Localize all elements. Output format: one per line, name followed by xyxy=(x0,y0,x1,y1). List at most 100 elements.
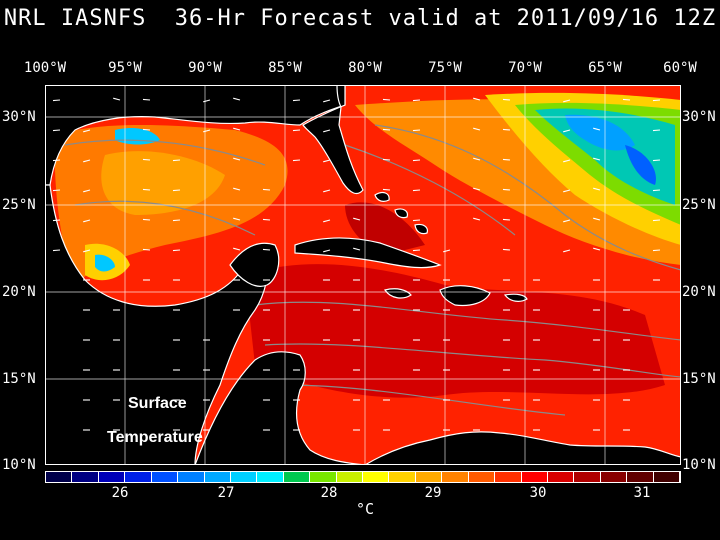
florida-land xyxy=(302,85,364,195)
wind-arrow xyxy=(652,99,661,102)
wind-arrow xyxy=(172,219,181,222)
lat-label: 15°N xyxy=(682,371,716,387)
wind-arrow xyxy=(233,217,241,221)
wind-arrow xyxy=(412,99,421,102)
wind-arrow xyxy=(52,99,61,102)
lat-label: 20°N xyxy=(2,284,36,300)
wind-arrow xyxy=(443,249,451,253)
wind-arrow xyxy=(52,129,61,132)
colorbar-swatch xyxy=(178,472,205,482)
wind-arrow xyxy=(52,249,61,252)
colorbar-swatch xyxy=(468,472,496,482)
sea-surface-temperature-map xyxy=(45,85,681,465)
wind-arrow xyxy=(52,159,61,162)
colorbar-swatch xyxy=(151,472,179,482)
colorbar-swatch xyxy=(389,472,416,482)
wind-arrow xyxy=(262,218,271,221)
wind-arrow xyxy=(292,129,301,132)
lat-lon-grid xyxy=(45,85,681,465)
wind-arrow xyxy=(142,248,151,251)
wind-arrow xyxy=(593,217,601,221)
wind-arrow xyxy=(593,127,601,131)
wind-arrow xyxy=(323,249,331,253)
wind-vectors xyxy=(52,97,661,431)
wind-arrow xyxy=(142,218,151,221)
wind-arrow xyxy=(412,249,421,252)
sst-contours xyxy=(64,124,681,416)
lon-label: 70°W xyxy=(508,60,542,76)
wind-arrow xyxy=(652,249,661,252)
colorbar-swatch xyxy=(363,472,390,482)
colorbar-swatch xyxy=(230,472,258,482)
lat-label: 25°N xyxy=(682,197,716,213)
atlantic-cold-region xyxy=(625,145,656,185)
wind-arrow xyxy=(593,157,601,161)
colorbar-swatch xyxy=(283,472,311,482)
colorbar-swatch xyxy=(72,472,99,482)
wind-arrow xyxy=(563,99,571,103)
wind-arrow xyxy=(473,157,481,161)
lon-label: 75°W xyxy=(428,60,462,76)
wind-arrow xyxy=(502,128,511,131)
colorbar-swatch xyxy=(653,472,681,482)
colorbar-swatch xyxy=(125,472,152,482)
wind-arrow xyxy=(83,219,91,223)
wind-arrow xyxy=(412,159,421,162)
colorbar-tick: 30 xyxy=(529,485,547,501)
wind-arrow xyxy=(502,248,511,251)
colorbar-swatch xyxy=(521,472,549,482)
lat-label: 10°N xyxy=(2,457,36,473)
bahamas-islands xyxy=(374,191,428,235)
wind-arrow xyxy=(323,219,331,223)
wind-arrow xyxy=(353,247,361,251)
land-masses xyxy=(45,85,681,465)
wind-arrow xyxy=(412,129,421,132)
wind-arrow xyxy=(113,97,121,101)
wind-arrow xyxy=(233,187,241,191)
wind-arrow xyxy=(233,157,241,161)
puerto-rico-land xyxy=(503,293,528,302)
wind-arrow xyxy=(563,189,571,193)
gulf-warm-region xyxy=(101,151,225,215)
wind-arrow xyxy=(172,159,181,162)
wind-arrow xyxy=(142,158,151,161)
wind-arrow xyxy=(593,187,601,191)
wind-arrow xyxy=(233,247,241,251)
wind-arrow xyxy=(83,189,91,193)
lat-label: 10°N xyxy=(682,457,716,473)
lon-label: 80°W xyxy=(348,60,382,76)
wind-arrow xyxy=(382,158,391,161)
atlantic-cold-region xyxy=(565,114,635,151)
wind-arrow xyxy=(142,188,151,191)
wind-arrow xyxy=(233,97,241,101)
wind-arrow xyxy=(652,129,661,132)
colorbar-swatch xyxy=(548,472,575,482)
colorbar-tick: 28 xyxy=(320,485,338,501)
lat-label: 25°N xyxy=(2,197,36,213)
temperature-colorbar xyxy=(45,471,681,483)
colorbar-swatch xyxy=(600,472,628,482)
lon-label: 85°W xyxy=(268,60,302,76)
colorbar-swatch xyxy=(627,472,654,482)
north-america-land xyxy=(45,85,346,186)
map-caption-line2: Temperature xyxy=(107,429,203,446)
wind-arrow xyxy=(323,129,331,133)
lat-label: 30°N xyxy=(2,109,36,125)
hot-sst-region xyxy=(245,264,665,398)
lat-label: 30°N xyxy=(682,109,716,125)
colorbar-unit: °C xyxy=(355,500,375,518)
lon-label: 60°W xyxy=(663,60,697,76)
wind-arrow xyxy=(412,219,421,222)
central-america-land xyxy=(194,351,366,465)
wind-arrow xyxy=(142,98,151,101)
wind-arrow xyxy=(593,247,601,251)
wind-arrow xyxy=(292,159,301,162)
wind-arrow xyxy=(382,128,391,131)
wind-arrow xyxy=(172,249,181,252)
jamaica-land xyxy=(384,288,412,299)
colorbar-tick: 29 xyxy=(424,485,442,501)
colorbar-tick: 31 xyxy=(633,485,651,501)
colorbar-swatch xyxy=(415,472,443,482)
wind-arrow xyxy=(233,127,241,131)
wind-arrow xyxy=(203,129,211,133)
